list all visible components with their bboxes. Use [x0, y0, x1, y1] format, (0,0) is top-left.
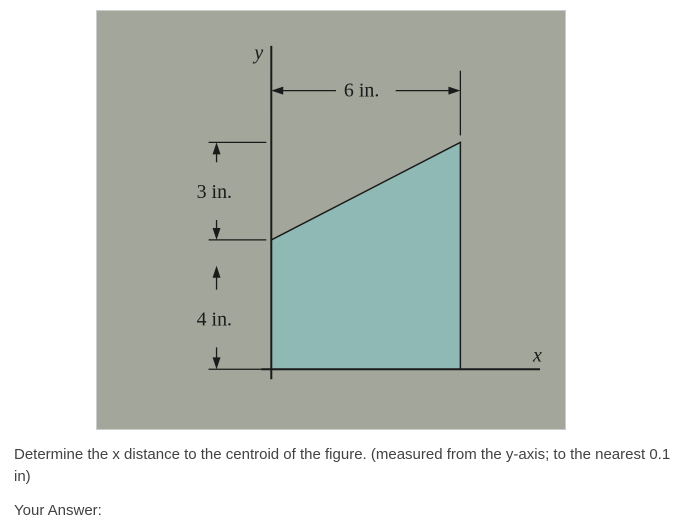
figure-container: y x 6 in. 3 in. 4 in.: [96, 10, 566, 430]
arrow-3-down: [213, 228, 221, 240]
arrow-4-up: [213, 266, 221, 278]
arrow-3-up: [213, 142, 221, 154]
top-dim-label: 6 in.: [344, 80, 379, 102]
arrow-top-left: [271, 87, 283, 95]
answer-label: Your Answer:: [14, 502, 102, 519]
composite-shape: [271, 142, 460, 369]
arrow-top-right: [448, 87, 460, 95]
upper-left-dim-label: 3 in.: [197, 181, 232, 203]
lower-left-dim-label: 4 in.: [197, 308, 232, 330]
diagram-svg: y x 6 in. 3 in. 4 in.: [97, 11, 565, 429]
question-text: Determine the x distance to the centroid…: [14, 444, 674, 488]
y-axis-label: y: [252, 42, 263, 64]
arrow-4-down: [213, 357, 221, 369]
x-axis-label: x: [532, 344, 542, 366]
